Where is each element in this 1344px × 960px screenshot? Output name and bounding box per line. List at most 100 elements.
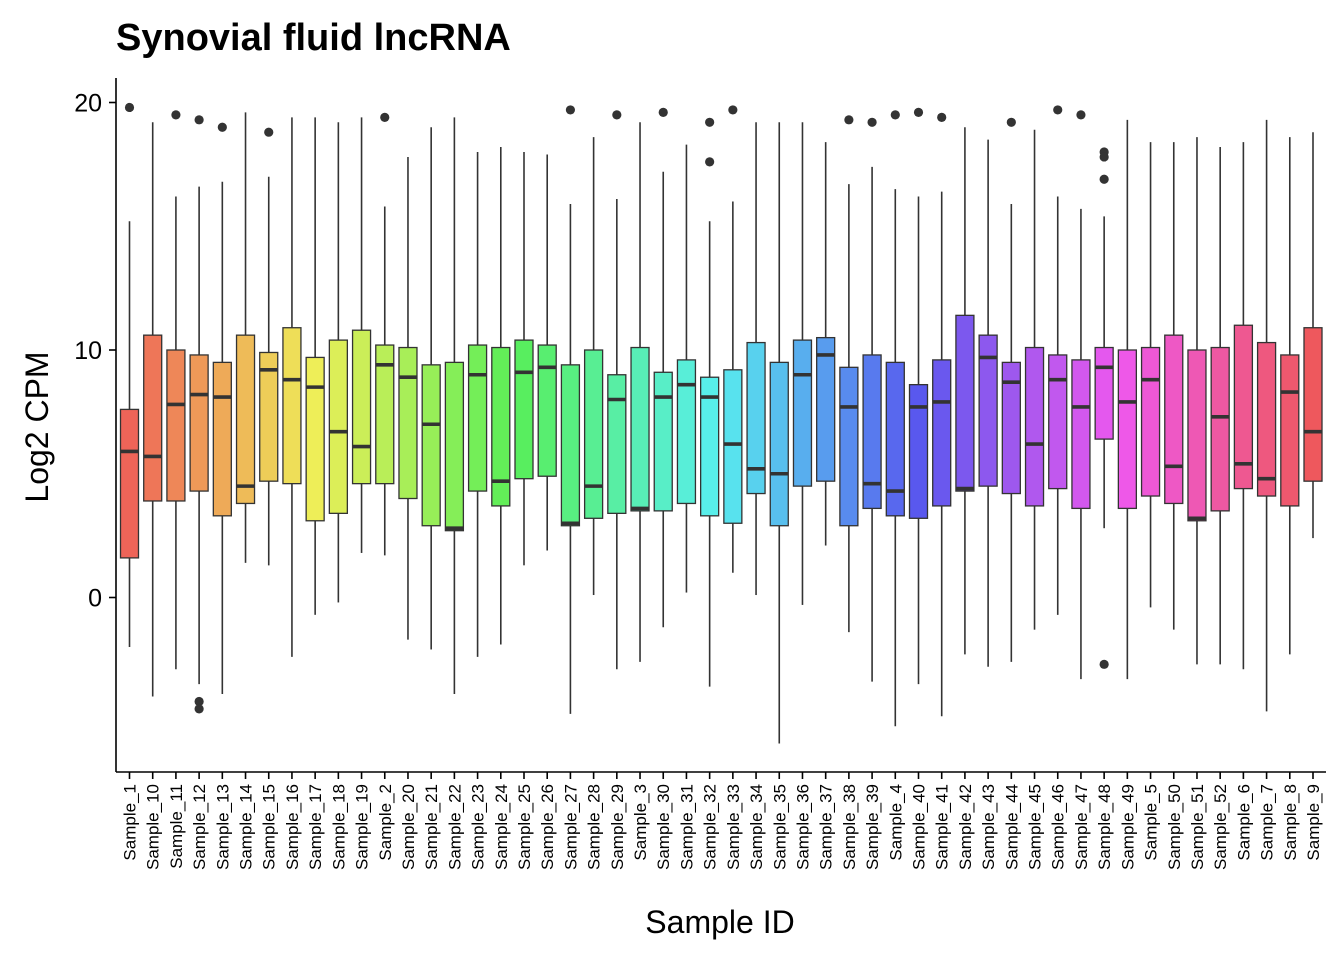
x-tick-label: Sample_27 [561,784,580,870]
box-Sample_38 [839,115,859,633]
box-Sample_39 [862,117,882,682]
box-Sample_49 [1117,119,1138,680]
box-Sample_37 [816,142,836,546]
box-Sample_21 [421,127,441,650]
box-iqr [143,334,163,502]
x-tick-label: Sample_6 [1234,784,1253,861]
x-tick-label: Sample_20 [399,784,418,870]
outlier-point [124,102,135,113]
box-Sample_23 [467,152,488,657]
x-tick-label: Sample_42 [956,784,975,870]
box-iqr [723,369,743,524]
x-tick-label: Sample_16 [283,784,302,870]
outlier-point [1099,174,1109,184]
box-iqr [607,374,627,515]
x-tick-label: Sample_14 [237,784,256,870]
box-Sample_29 [607,110,627,670]
x-tick-label: Sample_47 [1072,784,1091,870]
x-tick-label: Sample_46 [1049,784,1068,870]
box-Sample_22 [444,117,465,695]
box-iqr [514,339,534,480]
box-Sample_4 [885,110,905,727]
x-tick-label: Sample_33 [724,784,743,870]
x-tick-label: Sample_25 [515,784,534,870]
box-iqr [932,359,952,507]
box-Sample_34 [746,122,766,596]
box-iqr [583,349,604,519]
box-Sample_41 [932,112,952,717]
box-Sample_35 [769,122,789,744]
box-Sample_44 [1001,117,1021,662]
outlier-point [705,117,715,127]
box-Sample_17 [305,117,325,615]
x-tick-label: Sample_12 [190,784,209,870]
x-tick-label: Sample_19 [353,784,372,870]
x-tick-label: Sample_5 [1142,784,1161,861]
outlier-point [728,105,738,115]
box-iqr [537,344,557,477]
x-axis-title: Sample ID [645,904,794,940]
x-tick-label: Sample_28 [585,784,604,870]
x-tick-label: Sample_52 [1211,784,1230,870]
box-iqr [1117,349,1138,510]
x-tick-label: Sample_10 [144,784,163,870]
box-iqr [676,359,697,505]
outlier-point [264,127,274,137]
box-iqr [1210,346,1230,512]
box-iqr [1001,361,1021,495]
outlier-point [612,110,622,120]
box-iqr [305,356,325,522]
x-tick-label: Sample_50 [1165,784,1184,870]
outlier-point [217,122,227,132]
box-iqr [862,354,882,510]
x-tick-label: Sample_37 [817,784,836,870]
x-tick-label: Sample_39 [863,784,882,870]
outlier-point [194,704,204,714]
box-Sample_7 [1256,119,1277,712]
box-iqr [560,364,581,527]
box-iqr [235,334,256,505]
box-Sample_33 [723,105,743,573]
x-tick-label: Sample_44 [1002,784,1021,870]
x-tick-label: Sample_40 [910,784,929,870]
x-tick-label: Sample_17 [306,784,325,870]
box-Sample_12 [189,115,209,714]
box-iqr [653,371,673,512]
box-Sample_15 [259,127,279,566]
outlier-point [937,112,947,122]
x-tick-label: Sample_49 [1118,784,1137,870]
box-Sample_32 [699,117,720,687]
box-iqr [189,354,209,492]
outlier-point [890,110,900,120]
box-Sample_36 [792,122,813,605]
box-iqr [1256,341,1277,497]
box-Sample_20 [398,156,418,640]
outlier-point [194,115,204,125]
outlier-point [1006,117,1016,127]
box-Sample_18 [328,122,349,603]
box-iqr [259,351,279,482]
box-iqr [444,361,465,532]
box-Sample_48 [1094,147,1114,669]
box-Sample_24 [491,147,511,645]
box-Sample_14 [235,112,256,563]
box-Sample_16 [282,117,302,657]
x-tick-label: Sample_24 [492,784,511,870]
box-iqr [816,336,836,482]
box-iqr [839,366,859,527]
y-axis-title: Log2 CPM [19,351,55,502]
outlier-point [658,107,668,117]
box-Sample_40 [908,107,929,685]
outlier-point [705,157,715,167]
x-tick-label: Sample_13 [213,784,232,870]
box-iqr [119,408,140,559]
x-tick-label: Sample_31 [677,784,696,870]
x-tick-label: Sample_35 [770,784,789,870]
box-Sample_47 [1071,110,1091,680]
x-tick-label: Sample_36 [793,784,812,870]
x-tick-label: Sample_3 [631,784,650,861]
y-tick-label: 0 [88,585,102,613]
outlier-point [1099,152,1109,162]
box-Sample_11 [166,110,186,670]
